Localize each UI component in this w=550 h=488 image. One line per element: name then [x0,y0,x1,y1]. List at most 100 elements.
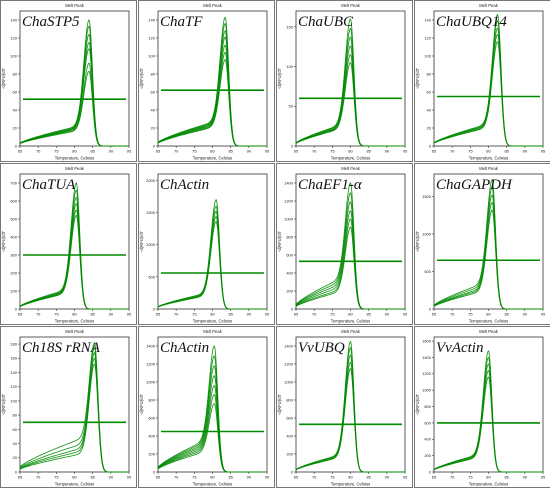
y-tick-label: 60 [13,89,18,94]
y-tick-label: 120 [424,35,431,40]
gene-label: ChaTUA [22,177,76,193]
melt-curve [19,214,129,310]
chart-title: Melt Peak [341,3,361,8]
x-tick-label: 70 [36,312,41,317]
x-tick-label: 75 [468,475,473,480]
y-tick-label: 80 [427,71,432,76]
y-tick-label: 500 [424,269,431,274]
chart-title: Melt Peak [479,329,499,334]
x-tick-label: 70 [312,312,317,317]
x-tick-label: 85 [504,312,509,317]
y-tick-label: 80 [13,71,18,76]
x-tick-label: 85 [228,312,233,317]
x-tick-label: 90 [109,149,114,154]
y-axis-label: -d(RFU)/dT [139,393,144,415]
x-tick-label: 95 [265,149,270,154]
gene-label: Ch18S rRNA [22,340,101,356]
x-tick-label: 95 [541,475,546,480]
y-tick-label: 1000 [284,379,294,384]
panel-border [138,163,275,325]
y-tick-label: 800 [424,404,431,409]
x-tick-label: 95 [403,312,408,317]
chart-title: Melt Peak [341,329,361,334]
y-tick-label: 400 [148,433,155,438]
x-tick-label: 75 [192,475,197,480]
gene-label: ChaUBQ14 [436,14,507,30]
y-axis-label: -d(RFU)/dT [277,67,282,89]
y-tick-label: 1400 [284,180,294,185]
y-tick-label: 1000 [422,388,432,393]
x-axis-label: Temperature, Celsius [331,482,371,487]
x-tick-label: 70 [174,149,179,154]
x-tick-label: 70 [450,475,455,480]
x-tick-label: 75 [330,312,335,317]
melt-peak-chart: Melt Peak 0 200 400 600 800 1000 1200 1400 65 70 75… [276,163,413,325]
gene-label: ChaSTP5 [22,14,80,30]
x-tick-label: 65 [18,312,23,317]
x-tick-label: 75 [54,149,59,154]
x-tick-label: 95 [265,312,270,317]
y-tick-label: 1200 [284,361,294,366]
x-axis-label: Temperature, Celsius [331,156,371,161]
x-tick-label: 80 [72,475,77,480]
y-tick-label: 180 [10,342,17,347]
x-tick-label: 85 [366,475,371,480]
melt-curve [157,403,267,473]
x-tick-label: 95 [127,312,132,317]
x-axis-label: Temperature, Celsius [469,319,509,324]
x-tick-label: 65 [156,312,161,317]
x-tick-label: 90 [247,475,252,480]
melt-peak-chart: Melt Peak 0 20 40 60 80 100 120 140 65 70 75 80 85 90 9… [0,0,137,162]
y-tick-label: 800 [286,234,293,239]
y-tick-label: 120 [148,35,155,40]
y-axis-label: -d(RFU)/dT [1,230,6,252]
x-tick-label: 65 [294,149,299,154]
x-tick-label: 90 [523,149,528,154]
gene-label: ChActin [160,177,209,193]
x-tick-label: 75 [330,475,335,480]
y-tick-label: 1400 [146,343,156,348]
x-tick-label: 65 [156,149,161,154]
melt-peak-chart: Melt Peak 0 200 400 600 800 1000 1200 1400 65 70 75… [138,326,275,488]
y-tick-label: 300 [10,252,17,257]
x-tick-label: 80 [486,149,491,154]
y-tick-label: 200 [424,453,431,458]
panel-border [414,163,550,325]
y-tick-label: 1400 [284,343,294,348]
x-tick-label: 95 [265,475,270,480]
x-tick-label: 85 [90,149,95,154]
melt-peak-panel: Melt Peak 0 200 400 600 800 1000 1200 1400 65 70 75… [276,163,413,325]
x-axis-label: Temperature, Celsius [55,319,95,324]
x-tick-label: 90 [385,475,390,480]
x-tick-label: 85 [366,312,371,317]
melt-curve [157,59,267,147]
x-tick-label: 70 [36,475,41,480]
melt-curve [295,62,405,147]
gene-label: ChaUBC [298,14,354,30]
chart-title: Melt Peak [203,3,223,8]
x-tick-label: 80 [72,312,77,317]
y-tick-label: 20 [151,125,156,130]
y-tick-label: 0 [153,306,156,311]
y-tick-label: 60 [151,89,156,94]
x-tick-label: 90 [385,149,390,154]
y-tick-label: 140 [10,370,17,375]
melt-peak-panel: Melt Peak 0 100 200 300 400 500 600 700 65 70 75 80 8… [0,163,137,325]
y-tick-label: 20 [427,125,432,130]
y-tick-label: 1400 [422,355,432,360]
x-tick-label: 85 [504,149,509,154]
x-tick-label: 70 [450,149,455,154]
melt-peak-chart: Melt Peak 0 200 400 600 800 1000 1200 1400 1600 65… [414,326,550,488]
x-axis-label: Temperature, Celsius [469,156,509,161]
panel-border [138,326,275,488]
x-tick-label: 90 [385,312,390,317]
y-tick-label: 0 [429,143,432,148]
melt-peak-chart: Melt Peak 0 50 100 150 65 70 75 80 85 90 95 Temperat… [276,0,413,162]
y-tick-label: 0 [153,469,156,474]
x-tick-label: 75 [54,312,59,317]
x-tick-label: 75 [54,475,59,480]
y-tick-label: 50 [289,104,294,109]
x-tick-label: 75 [192,312,197,317]
y-tick-label: 0 [291,469,294,474]
